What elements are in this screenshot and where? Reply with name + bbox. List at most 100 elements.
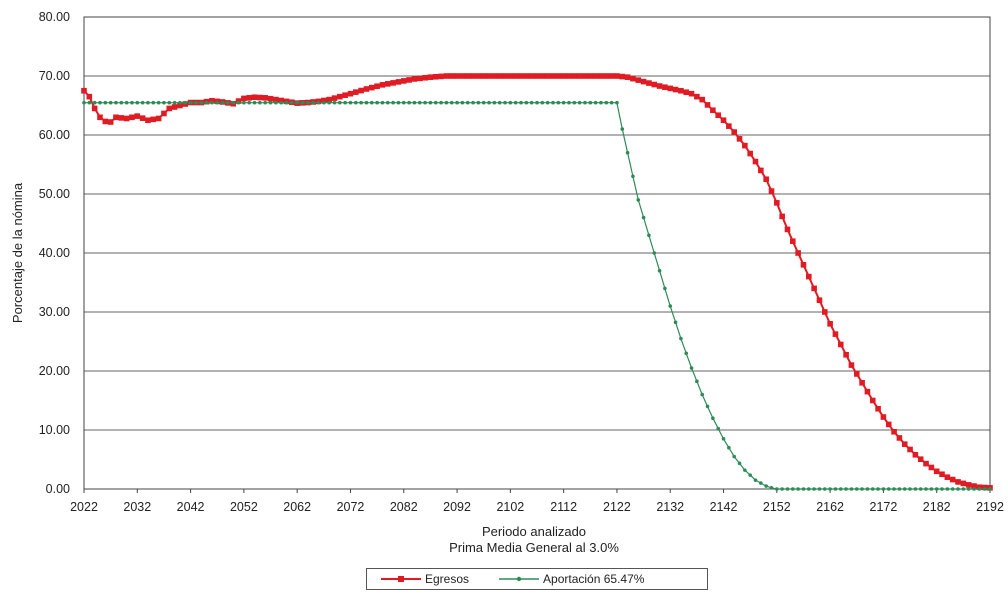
y-tick-label: 50.00: [39, 187, 70, 201]
data-point: [417, 100, 422, 105]
data-point: [528, 73, 535, 79]
data-point: [673, 320, 678, 325]
data-point: [582, 73, 588, 79]
data-point: [876, 487, 880, 491]
data-point: [679, 336, 683, 341]
data-point: [523, 73, 530, 79]
data-point: [695, 379, 699, 384]
data-point: [742, 142, 748, 149]
data-point: [801, 487, 806, 491]
data-point: [428, 100, 433, 105]
data-point: [865, 487, 870, 491]
data-point: [368, 84, 375, 91]
data-point: [503, 100, 507, 105]
data-point: [710, 107, 716, 114]
data-point: [492, 100, 497, 105]
data-point: [688, 90, 695, 97]
data-point: [316, 100, 321, 105]
data-point: [615, 100, 619, 105]
data-point: [636, 198, 641, 202]
data-point: [684, 351, 689, 356]
data-point: [779, 213, 785, 220]
data-point: [966, 487, 971, 491]
series-line-1: [84, 102, 990, 490]
data-point: [460, 100, 465, 105]
data-point: [134, 113, 141, 119]
data-point: [241, 95, 247, 102]
data-point: [178, 100, 182, 105]
data-point: [769, 486, 774, 490]
data-point: [902, 487, 907, 491]
data-point: [439, 100, 443, 105]
data-point: [912, 451, 919, 458]
data-point: [551, 100, 555, 105]
x-tick-label: 2122: [603, 500, 631, 514]
data-point: [854, 487, 859, 491]
data-point: [364, 100, 369, 105]
data-point: [864, 388, 871, 395]
data-point: [592, 73, 599, 79]
x-axis-subtitle: Prima Media General al 3.0%: [449, 540, 619, 555]
data-point: [833, 487, 838, 491]
data-point: [454, 73, 460, 79]
data-point: [599, 100, 603, 105]
data-point: [166, 105, 173, 112]
y-tick-label: 0.00: [46, 482, 70, 496]
data-point: [860, 487, 864, 491]
data-point: [965, 482, 972, 488]
data-point: [768, 188, 775, 194]
data-point: [502, 73, 508, 79]
data-point: [300, 100, 305, 105]
data-point: [800, 262, 807, 268]
data-point: [977, 487, 982, 491]
legend-item-aportacion: Aportación 65.47%: [499, 572, 644, 586]
data-point: [81, 87, 87, 94]
data-point: [508, 100, 513, 105]
data-point: [284, 100, 289, 105]
data-point: [720, 117, 727, 124]
data-point: [199, 100, 204, 105]
data-point: [892, 487, 896, 491]
data-point: [886, 487, 891, 491]
data-point: [752, 158, 759, 165]
data-point: [359, 100, 363, 105]
x-tick-label: 2022: [70, 500, 98, 514]
data-point: [459, 73, 466, 79]
data-point: [395, 79, 402, 85]
data-point: [251, 94, 258, 101]
data-point: [544, 73, 551, 79]
data-point: [672, 86, 679, 93]
y-tick-label: 80.00: [39, 10, 70, 24]
data-point: [869, 397, 876, 404]
data-point: [583, 100, 587, 105]
data-point: [732, 454, 736, 459]
series-line-0: [83, 75, 991, 489]
x-tick-label: 2072: [337, 500, 365, 514]
data-point: [619, 73, 626, 80]
data-point: [972, 487, 976, 491]
data-point: [663, 286, 667, 291]
data-point: [140, 100, 145, 105]
data-point: [162, 100, 166, 105]
data-point: [657, 268, 662, 273]
data-point: [135, 100, 140, 105]
data-point: [764, 484, 768, 488]
data-point: [512, 73, 519, 79]
data-point: [704, 102, 711, 108]
data-point: [758, 167, 764, 174]
x-tick-label: 2162: [816, 500, 844, 514]
series-0: [81, 73, 993, 491]
data-point: [689, 366, 694, 370]
data-point: [183, 100, 188, 105]
gridlines: [84, 16, 990, 490]
data-point: [337, 93, 343, 100]
data-point: [577, 100, 582, 105]
data-point: [118, 115, 125, 121]
data-point: [124, 100, 129, 105]
data-point: [247, 100, 252, 105]
data-point: [535, 100, 539, 105]
data-point: [640, 78, 647, 85]
data-point: [907, 446, 913, 453]
data-point: [150, 116, 157, 123]
data-point: [390, 80, 396, 86]
